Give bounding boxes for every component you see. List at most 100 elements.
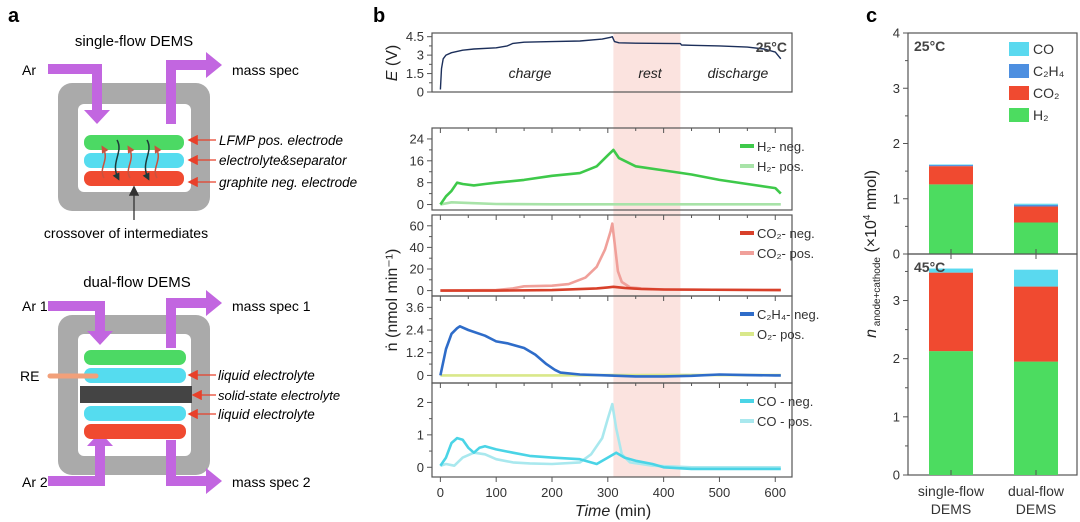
legend-label: C₂H₄- neg. bbox=[757, 307, 819, 322]
y-tick-label: 3.6 bbox=[406, 300, 424, 315]
legend-label: H₂- pos. bbox=[757, 159, 804, 174]
legend-label: H₂- neg. bbox=[757, 139, 805, 154]
mass-spec-1-label: mass spec 1 bbox=[232, 298, 311, 314]
legend-label: CO₂ bbox=[1033, 85, 1059, 101]
legend-label: CO - pos. bbox=[757, 414, 813, 429]
series-line-copos bbox=[440, 402, 781, 469]
bar-segment-co bbox=[929, 166, 973, 185]
ar2-inlet-arrow bbox=[48, 432, 113, 486]
y-tick-label: 0 bbox=[893, 247, 900, 262]
y-tick-label: 0 bbox=[417, 283, 424, 298]
mass-spec-label: mass spec bbox=[232, 62, 299, 78]
phase-annotation: rest bbox=[638, 65, 662, 81]
y-tick-label: 24 bbox=[410, 131, 424, 146]
temperature-label: 25°C bbox=[756, 39, 787, 55]
y-tick-label: 0 bbox=[417, 460, 424, 475]
legend-swatch bbox=[1009, 42, 1029, 56]
subplot-frame bbox=[431, 32, 793, 93]
single-flow-title: single-flow DEMS bbox=[75, 33, 193, 50]
bar-segment-ch bbox=[1014, 204, 1058, 207]
bar-subplot-1: 0 1 2 3 45°C bbox=[893, 253, 1078, 483]
re-label: RE bbox=[20, 368, 39, 384]
dual-flow-title: dual-flow DEMS bbox=[83, 274, 191, 291]
x-tick-label: 400 bbox=[653, 485, 675, 500]
y-tick-label: 1 bbox=[893, 409, 900, 424]
ar2-label: Ar 2 bbox=[22, 474, 48, 490]
y-tick-label: 1 bbox=[893, 191, 900, 206]
legend-label: H₂ bbox=[1033, 107, 1049, 123]
mass-spec-outlet-arrow bbox=[166, 52, 222, 124]
bar-segment-co bbox=[1014, 269, 1058, 287]
y-tick-label: 0 bbox=[893, 468, 900, 483]
lfmp-layer bbox=[84, 135, 184, 150]
legend-label: C₂H₄ bbox=[1033, 63, 1065, 79]
legend-label: O₂- pos. bbox=[757, 327, 805, 342]
liquid-electrolyte-label: liquid electrolyte bbox=[218, 407, 315, 422]
graphite-label: graphite neg. electrode bbox=[219, 175, 357, 190]
y-axis-label: n anode+cathode (×104 nmol) bbox=[862, 170, 883, 338]
solid-state-electrolyte-label: solid-state electrolyte bbox=[218, 388, 340, 403]
temperature-label: 45°C bbox=[914, 259, 945, 275]
panel-b-chart: b 0 1.5 3 4.5 charge rest discharge 25°C 0 8 16 24 H… bbox=[373, 5, 819, 520]
x-tick-label: 500 bbox=[709, 485, 731, 500]
positive-electrode-layer bbox=[84, 350, 186, 365]
y-tick-label: 2 bbox=[893, 351, 900, 366]
subplot-frame bbox=[431, 382, 793, 478]
y-tick-label: 16 bbox=[410, 153, 424, 168]
y-tick-label: 4.5 bbox=[406, 29, 424, 44]
panel-a-schematic: a single-flow DEMS Ar mass spec bbox=[8, 5, 357, 494]
y-axis-label-rate: ṅ (nmol min⁻¹) bbox=[384, 249, 401, 352]
subplot-co2: 0 20 40 60 CO₂- neg. CO₂- pos. bbox=[410, 214, 815, 298]
legend-label: CO₂- neg. bbox=[757, 226, 815, 241]
category-label: dual-flow bbox=[1008, 483, 1065, 499]
mass-spec-2-label: mass spec 2 bbox=[232, 474, 311, 490]
subplot-voltage: 0 1.5 3 4.5 charge rest discharge 25°C bbox=[406, 29, 793, 100]
y-tick-label: 2 bbox=[893, 136, 900, 151]
liquid-electrolyte-layer-bottom bbox=[84, 406, 186, 421]
ar-inlet-arrow bbox=[48, 64, 110, 124]
bar-segment-co bbox=[1014, 286, 1058, 362]
y-tick-label: 1.5 bbox=[406, 66, 424, 81]
y-axis-label-voltage: E (V) bbox=[384, 45, 401, 81]
y-tick-label: 20 bbox=[410, 262, 424, 277]
bar-segment-co bbox=[929, 272, 973, 352]
x-tick-label: 200 bbox=[541, 485, 563, 500]
subplot-frame bbox=[431, 295, 793, 384]
separator-label: electrolyte&separator bbox=[219, 153, 347, 168]
separator-layer bbox=[84, 153, 184, 168]
x-tick-label: 300 bbox=[597, 485, 619, 500]
lfmp-label: LFMP pos. electrode bbox=[219, 133, 343, 148]
series-line-coneg bbox=[439, 436, 781, 471]
y-tick-label: 40 bbox=[410, 240, 424, 255]
series-line-chneg bbox=[439, 325, 781, 378]
panel-label-c: c bbox=[866, 5, 877, 27]
graphite-layer bbox=[84, 171, 184, 186]
bar-subplot-0: 0 1 2 3 4 25°C bbox=[893, 26, 1078, 262]
bar-segment-co bbox=[1014, 206, 1058, 223]
bar-segment-h bbox=[929, 184, 973, 254]
y-tick-label: 1.2 bbox=[406, 345, 424, 360]
y-tick-label: 3 bbox=[893, 293, 900, 308]
y-tick-label: 0 bbox=[417, 368, 424, 383]
single-flow-schematic: single-flow DEMS Ar mass spec bbox=[22, 33, 357, 241]
y-tick-label: 2.4 bbox=[406, 323, 424, 338]
mass-spec-2-outlet-arrow bbox=[166, 440, 222, 494]
series-line-hpos bbox=[440, 201, 781, 206]
crossover-arrows bbox=[101, 139, 162, 181]
negative-electrode-layer bbox=[84, 424, 186, 439]
legend-label: CO bbox=[1033, 41, 1054, 57]
rest-period-shading bbox=[613, 33, 681, 477]
x-tick-label: 600 bbox=[764, 485, 786, 500]
series-line-copos bbox=[440, 222, 781, 292]
y-tick-label: 4 bbox=[893, 26, 900, 41]
subplot-frame bbox=[907, 253, 1078, 476]
category-label: single-flow bbox=[918, 483, 985, 499]
panel-label-a: a bbox=[8, 5, 20, 27]
legend-swatch bbox=[1009, 108, 1029, 122]
subplot-c2h4: 0 1.2 2.4 3.6 C₂H₄- neg. O₂- pos. bbox=[406, 295, 819, 384]
temperature-label: 25°C bbox=[914, 38, 945, 54]
solid-state-electrolyte-layer bbox=[80, 386, 192, 403]
category-label: DEMS bbox=[931, 501, 971, 517]
bar-segment-co bbox=[1014, 203, 1058, 205]
